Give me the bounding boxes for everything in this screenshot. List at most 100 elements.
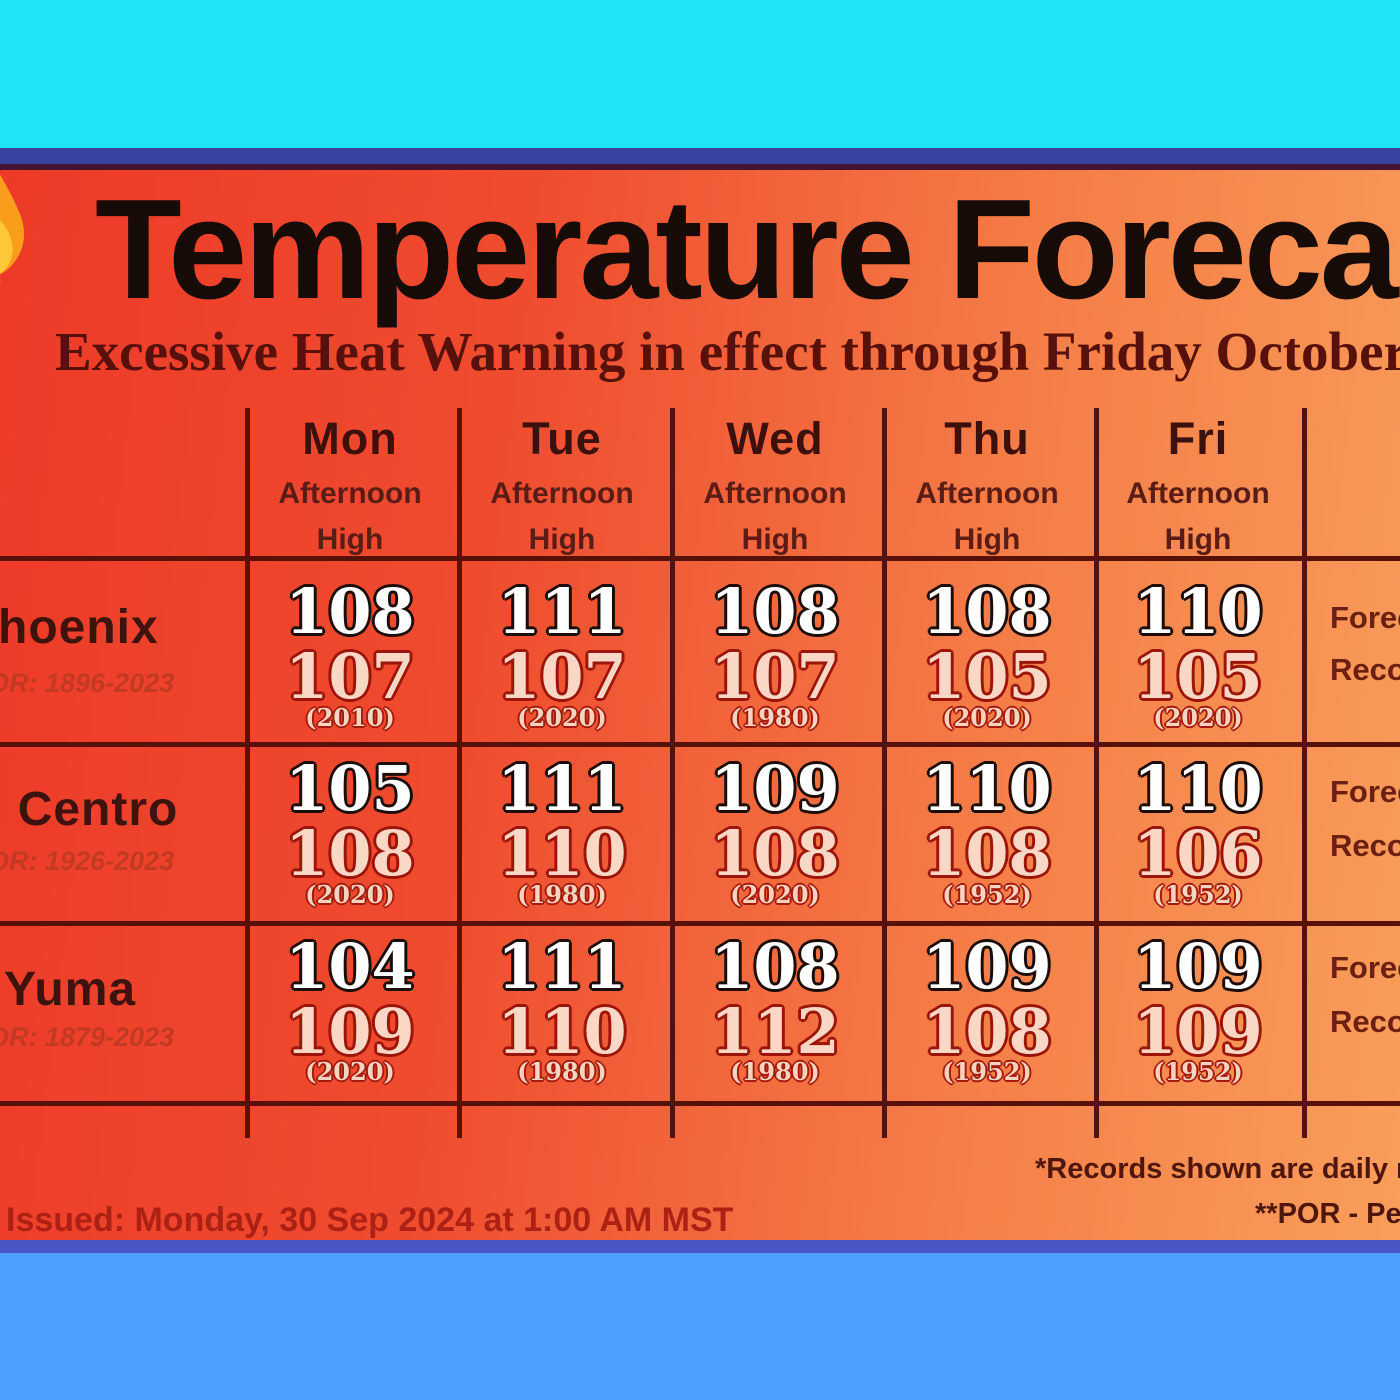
heat-warning-subtitle: Excessive Heat Warning in effect through… <box>55 321 1400 382</box>
record-high: 107 <box>497 640 627 713</box>
column-header-wed: Wed Afternoon High <box>671 413 879 557</box>
legend-forecast-label: Forecast <box>1330 600 1400 635</box>
forecast-high: 110 <box>1133 575 1263 648</box>
bottom-border-band <box>0 1240 1400 1253</box>
grid-hline <box>0 1101 1400 1106</box>
record-year: (1980) <box>517 880 607 909</box>
grid-vline <box>882 408 887 1138</box>
por-phoenix: POR: 1896-2023 <box>0 668 175 698</box>
record-year: (2020) <box>730 880 820 909</box>
record-year: (2010) <box>305 703 395 732</box>
legend-forecast-label: Forecast <box>1330 950 1400 985</box>
forecast-high: 111 <box>497 930 627 1003</box>
record-high: 109 <box>1133 995 1263 1068</box>
forecast-high: 111 <box>497 575 627 648</box>
record-year: (2020) <box>305 1057 395 1086</box>
grid-vline <box>670 408 675 1138</box>
record-year: (1952) <box>942 880 1032 909</box>
record-high: 110 <box>497 995 627 1068</box>
grid-hline <box>0 921 1400 926</box>
record-year: (1952) <box>1153 880 1243 909</box>
column-header-mon: Mon Afternoon High <box>246 413 454 557</box>
day-sub-label: Afternoon <box>703 477 847 510</box>
day-sub-label: Afternoon <box>1126 477 1270 510</box>
forecast-high: 108 <box>285 575 415 648</box>
forecast-high: 104 <box>285 930 415 1003</box>
forecast-high: 110 <box>922 752 1052 825</box>
day-label: Thu <box>944 413 1030 464</box>
top-letterbox-band <box>0 0 1400 148</box>
forecast-high: 110 <box>1133 752 1263 825</box>
grid-hline <box>0 556 1400 561</box>
day-label: Fri <box>1167 413 1229 464</box>
record-year: (1980) <box>730 703 820 732</box>
record-high: 108 <box>710 817 840 890</box>
por-yuma: POR: 1879-2023 <box>0 1022 175 1052</box>
forecast-high: 108 <box>710 575 840 648</box>
day-label: Wed <box>726 413 824 464</box>
forecast-high: 111 <box>497 752 627 825</box>
forecast-high: 105 <box>285 752 415 825</box>
top-border-band <box>0 148 1400 164</box>
por-el-centro: POR: 1926-2023 <box>0 846 175 876</box>
grid-vline <box>1094 408 1099 1138</box>
record-high: 106 <box>1133 817 1263 890</box>
record-high: 107 <box>710 640 840 713</box>
day-sub-label: Afternoon <box>915 477 1059 510</box>
record-year: (1952) <box>942 1057 1032 1086</box>
grid-hline <box>0 742 1400 747</box>
grid-vline <box>1302 408 1307 1138</box>
forecast-panel: Temperature Forecast Excessive Heat Warn… <box>0 170 1400 1240</box>
record-high: 105 <box>922 640 1052 713</box>
day-sub-label: Afternoon <box>278 477 422 510</box>
record-high: 108 <box>922 995 1052 1068</box>
column-header-fri: Fri Afternoon High <box>1094 413 1302 557</box>
column-header-thu: Thu Afternoon High <box>883 413 1091 557</box>
city-name-yuma: Yuma <box>4 963 137 1016</box>
legend-forecast-label: Forecast <box>1330 774 1400 809</box>
records-footnote: *Records shown are daily records <box>1035 1153 1400 1185</box>
record-high: 105 <box>1133 640 1263 713</box>
forecast-high: 109 <box>1133 930 1263 1003</box>
day-sub-label: Afternoon <box>490 477 634 510</box>
grid-vline <box>245 408 250 1138</box>
day-sub-label: High <box>1164 523 1232 556</box>
top-border-line <box>0 164 1400 170</box>
flame-icon <box>0 174 24 284</box>
record-year: (1952) <box>1153 1057 1243 1086</box>
record-year: (2020) <box>305 880 395 909</box>
forecast-high: 109 <box>710 752 840 825</box>
forecast-high: 109 <box>922 930 1052 1003</box>
record-year: (1980) <box>730 1057 820 1086</box>
forecast-high: 108 <box>710 930 840 1003</box>
legend-record-label: Record <box>1330 1004 1400 1039</box>
grid-vline <box>457 408 462 1138</box>
record-year: (2020) <box>1153 703 1243 732</box>
day-sub-label: High <box>741 523 809 556</box>
day-label: Mon <box>302 413 398 464</box>
por-footnote: **POR - Period of Record <box>1255 1198 1400 1230</box>
issued-timestamp: Issued: Monday, 30 Sep 2024 at 1:00 AM M… <box>6 1201 734 1239</box>
record-year: (1980) <box>517 1057 607 1086</box>
record-high: 109 <box>285 995 415 1068</box>
bottom-letterbox-band <box>0 1253 1400 1400</box>
day-label: Tue <box>522 413 602 464</box>
record-high: 110 <box>497 817 627 890</box>
page-title: Temperature Forecast <box>95 170 1400 329</box>
record-year: (2020) <box>517 703 607 732</box>
day-sub-label: High <box>953 523 1021 556</box>
forecast-high: 108 <box>922 575 1052 648</box>
day-sub-label: High <box>316 523 384 556</box>
city-name-el-centro: El Centro <box>0 783 179 836</box>
record-year: (2020) <box>942 703 1032 732</box>
legend-record-label: Record <box>1330 828 1400 863</box>
record-high: 108 <box>285 817 415 890</box>
record-high: 107 <box>285 640 415 713</box>
record-high: 108 <box>922 817 1052 890</box>
city-name-phoenix: Phoenix <box>0 601 159 654</box>
column-header-tue: Tue Afternoon High <box>458 413 666 557</box>
day-sub-label: High <box>528 523 596 556</box>
record-high: 112 <box>710 995 840 1068</box>
legend-record-label: Record <box>1330 652 1400 687</box>
